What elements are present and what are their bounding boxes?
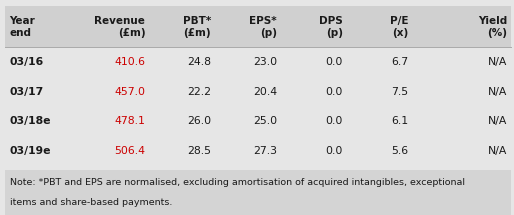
- Text: 6.1: 6.1: [392, 116, 409, 126]
- Text: 506.4: 506.4: [114, 146, 145, 156]
- Text: N/A: N/A: [488, 87, 507, 97]
- Text: 03/17: 03/17: [9, 87, 44, 97]
- Text: 03/16: 03/16: [9, 57, 44, 67]
- Text: 23.0: 23.0: [253, 57, 277, 67]
- Text: 0.0: 0.0: [325, 146, 343, 156]
- Text: Note: *PBT and EPS are normalised, excluding amortisation of acquired intangible: Note: *PBT and EPS are normalised, exclu…: [10, 178, 465, 187]
- Text: 7.5: 7.5: [392, 87, 409, 97]
- Text: 5.6: 5.6: [392, 146, 409, 156]
- Text: 20.4: 20.4: [253, 87, 277, 97]
- Text: 22.2: 22.2: [187, 87, 211, 97]
- Text: 24.8: 24.8: [187, 57, 211, 67]
- Bar: [5, 170, 511, 215]
- Text: Year
end: Year end: [9, 16, 35, 38]
- Text: 0.0: 0.0: [325, 87, 343, 97]
- Text: 25.0: 25.0: [253, 116, 277, 126]
- Text: EPS*
(p): EPS* (p): [249, 16, 277, 38]
- Text: 6.7: 6.7: [392, 57, 409, 67]
- Text: 28.5: 28.5: [187, 146, 211, 156]
- Text: 03/18e: 03/18e: [9, 116, 51, 126]
- Text: 27.3: 27.3: [253, 146, 277, 156]
- Text: P/E
(x): P/E (x): [390, 16, 409, 38]
- Text: 0.0: 0.0: [325, 116, 343, 126]
- Text: 410.6: 410.6: [114, 57, 145, 67]
- Text: 478.1: 478.1: [115, 116, 145, 126]
- Text: DPS
(p): DPS (p): [319, 16, 343, 38]
- Text: N/A: N/A: [488, 146, 507, 156]
- Text: N/A: N/A: [488, 116, 507, 126]
- Text: 26.0: 26.0: [187, 116, 211, 126]
- Text: N/A: N/A: [488, 57, 507, 67]
- Text: Yield
(%): Yield (%): [478, 16, 507, 38]
- Bar: [5, 6, 511, 47]
- Text: PBT*
(£m): PBT* (£m): [183, 16, 211, 38]
- Text: 0.0: 0.0: [325, 57, 343, 67]
- Text: Revenue
(£m): Revenue (£m): [95, 16, 145, 38]
- Text: items and share-based payments.: items and share-based payments.: [10, 198, 173, 207]
- Text: 03/19e: 03/19e: [9, 146, 51, 156]
- Text: 457.0: 457.0: [114, 87, 145, 97]
